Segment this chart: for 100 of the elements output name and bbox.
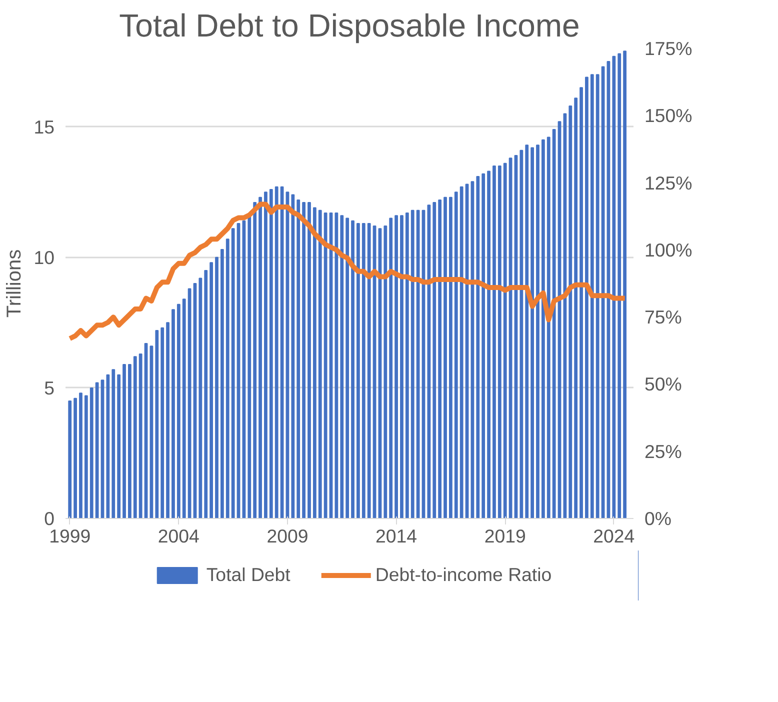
bar: [356, 222, 360, 518]
bar: [334, 212, 338, 518]
bar: [318, 210, 322, 518]
legend-label: Total Debt: [206, 564, 290, 586]
bar: [552, 128, 556, 518]
bar: [172, 309, 175, 518]
bar: [258, 196, 262, 518]
bar: [296, 199, 300, 518]
bar: [536, 144, 540, 518]
bar: [449, 196, 452, 518]
bar: [574, 98, 578, 518]
bar: [248, 215, 252, 518]
x-tick-label: 2004: [158, 526, 200, 546]
bar: [400, 215, 404, 518]
y2-tick-label: 150%: [644, 105, 692, 126]
bar: [612, 56, 616, 518]
bar: [166, 322, 170, 518]
bar: [128, 364, 132, 518]
bar: [291, 194, 295, 518]
bar: [220, 249, 224, 518]
bar: [117, 374, 121, 518]
legend-label: Debt-to-income Ratio: [375, 564, 552, 586]
bar: [198, 278, 202, 518]
y-tick-label: 5: [44, 377, 55, 398]
bar: [226, 238, 230, 518]
bar: [204, 270, 208, 518]
bar: [308, 202, 311, 518]
bar: [351, 220, 354, 518]
bar: [138, 354, 142, 518]
bar: [444, 196, 447, 518]
bar: [410, 210, 414, 518]
bar: [498, 166, 502, 518]
y-tick-label: 15: [34, 116, 55, 138]
bar: [482, 173, 486, 518]
bar: [590, 74, 594, 518]
bar: [367, 222, 371, 518]
bar: [585, 76, 588, 518]
bar: [253, 202, 257, 518]
bar: [384, 226, 388, 518]
bar: [405, 212, 409, 518]
chart-title: Total Debt to Disposable Income: [119, 8, 580, 44]
bar: [264, 192, 268, 518]
y2-tick-label: 125%: [644, 172, 692, 194]
y2-tick-label: 50%: [644, 374, 682, 395]
x-tick-label: 2014: [376, 526, 418, 546]
y2-tick-label: 100%: [644, 239, 692, 260]
bar: [487, 170, 490, 518]
bar: [362, 222, 366, 518]
bar: [394, 215, 398, 518]
bar: [74, 398, 77, 518]
y-axis-title: Trillions: [4, 249, 26, 318]
bar: [346, 218, 350, 518]
bar: [176, 304, 180, 518]
y2-tick-label: 25%: [644, 440, 682, 462]
bar: [618, 53, 622, 518]
bar: [112, 369, 116, 518]
bar: [340, 215, 344, 518]
bar: [79, 392, 82, 518]
y2-tick-label: 175%: [644, 38, 692, 59]
bar: [155, 330, 159, 518]
bar: [133, 356, 137, 518]
bar: [568, 105, 572, 518]
x-tick-label: 2024: [593, 526, 635, 546]
bar: [530, 147, 534, 518]
bar: [541, 139, 545, 518]
y-tick-label: 10: [34, 246, 55, 268]
bar: [122, 364, 126, 518]
bar: [520, 150, 524, 518]
x-tick-label: 2019: [484, 526, 526, 546]
bar: [438, 199, 442, 518]
bar: [160, 327, 164, 518]
bar: [95, 382, 99, 518]
bar: [432, 202, 436, 518]
bar: [210, 262, 214, 518]
bar: [580, 87, 583, 518]
bar: [324, 212, 328, 518]
bar: [84, 395, 88, 518]
bar: [503, 162, 507, 518]
bar: [623, 50, 626, 518]
bar: [302, 202, 306, 518]
bar: [476, 176, 480, 518]
bar: [274, 186, 278, 518]
bar: [596, 74, 600, 518]
bar: [546, 136, 550, 518]
bar: [68, 400, 72, 518]
bar: [231, 228, 235, 518]
bar: [525, 144, 529, 518]
bar: [182, 298, 186, 518]
bar: [106, 374, 110, 518]
x-tick-label: 2009: [266, 526, 308, 546]
bar: [460, 186, 464, 518]
y2-tick-label: 75%: [644, 306, 682, 328]
bar: [427, 204, 431, 518]
bar: [269, 189, 273, 518]
bar: [389, 218, 393, 518]
bar: [215, 256, 218, 518]
bar: [312, 207, 316, 518]
bar: [90, 387, 94, 518]
y2-tick-label: 0%: [644, 508, 672, 529]
bar: [492, 166, 496, 518]
